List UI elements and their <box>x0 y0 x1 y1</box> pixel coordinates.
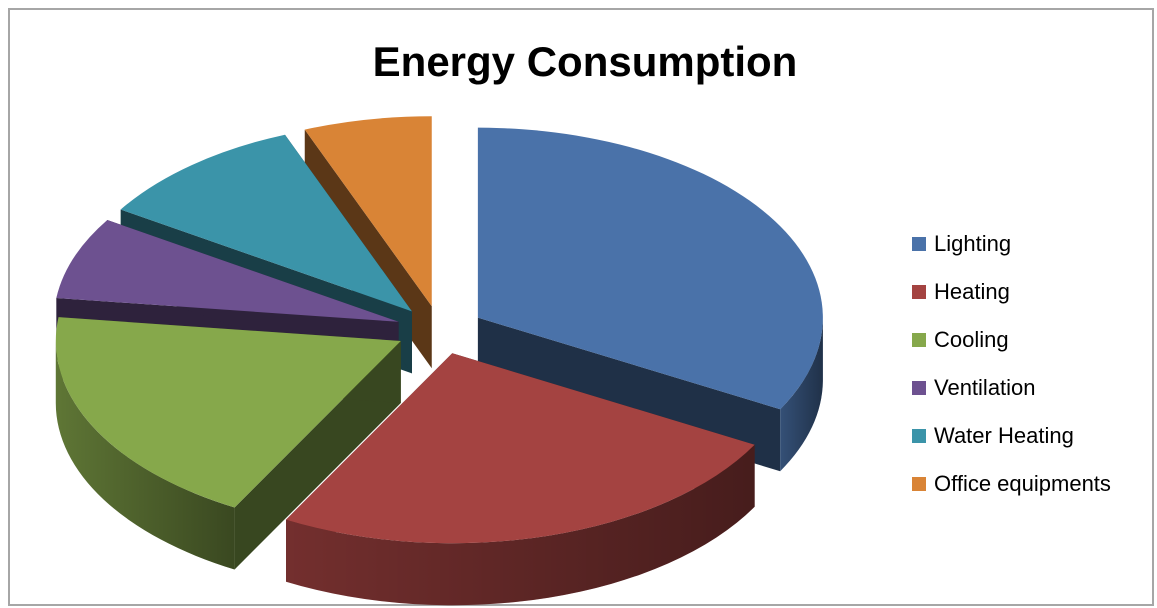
legend-label: Cooling <box>934 327 1009 352</box>
legend-item-ventilation: Ventilation <box>912 364 1111 412</box>
legend-label: Lighting <box>934 231 1012 256</box>
pie-slice-heating <box>286 353 755 606</box>
legend-label: Water Heating <box>934 423 1074 448</box>
legend-item-heating: Heating <box>912 268 1111 316</box>
legend-swatch <box>912 285 926 299</box>
legend-swatch <box>912 381 926 395</box>
pie-slice-cooling <box>55 317 401 570</box>
legend-item-cooling: Cooling <box>912 316 1111 364</box>
legend-item-water-heating: Water Heating <box>912 412 1111 460</box>
legend-swatch <box>912 477 926 491</box>
legend-item-lighting: Lighting <box>912 220 1111 268</box>
legend-item-office-equipments: Office equipments <box>912 460 1111 508</box>
legend-label: Ventilation <box>934 375 1036 400</box>
legend-swatch <box>912 429 926 443</box>
legend-label: Heating <box>934 279 1010 304</box>
chart-legend: Lighting Heating Cooling Ventilation Water H… <box>912 220 1111 508</box>
legend-swatch <box>912 333 926 347</box>
legend-swatch <box>912 237 926 251</box>
chart-title: Energy Consumption <box>372 38 798 85</box>
legend-label: Office equipments <box>934 471 1111 496</box>
pie-chart <box>55 116 823 606</box>
